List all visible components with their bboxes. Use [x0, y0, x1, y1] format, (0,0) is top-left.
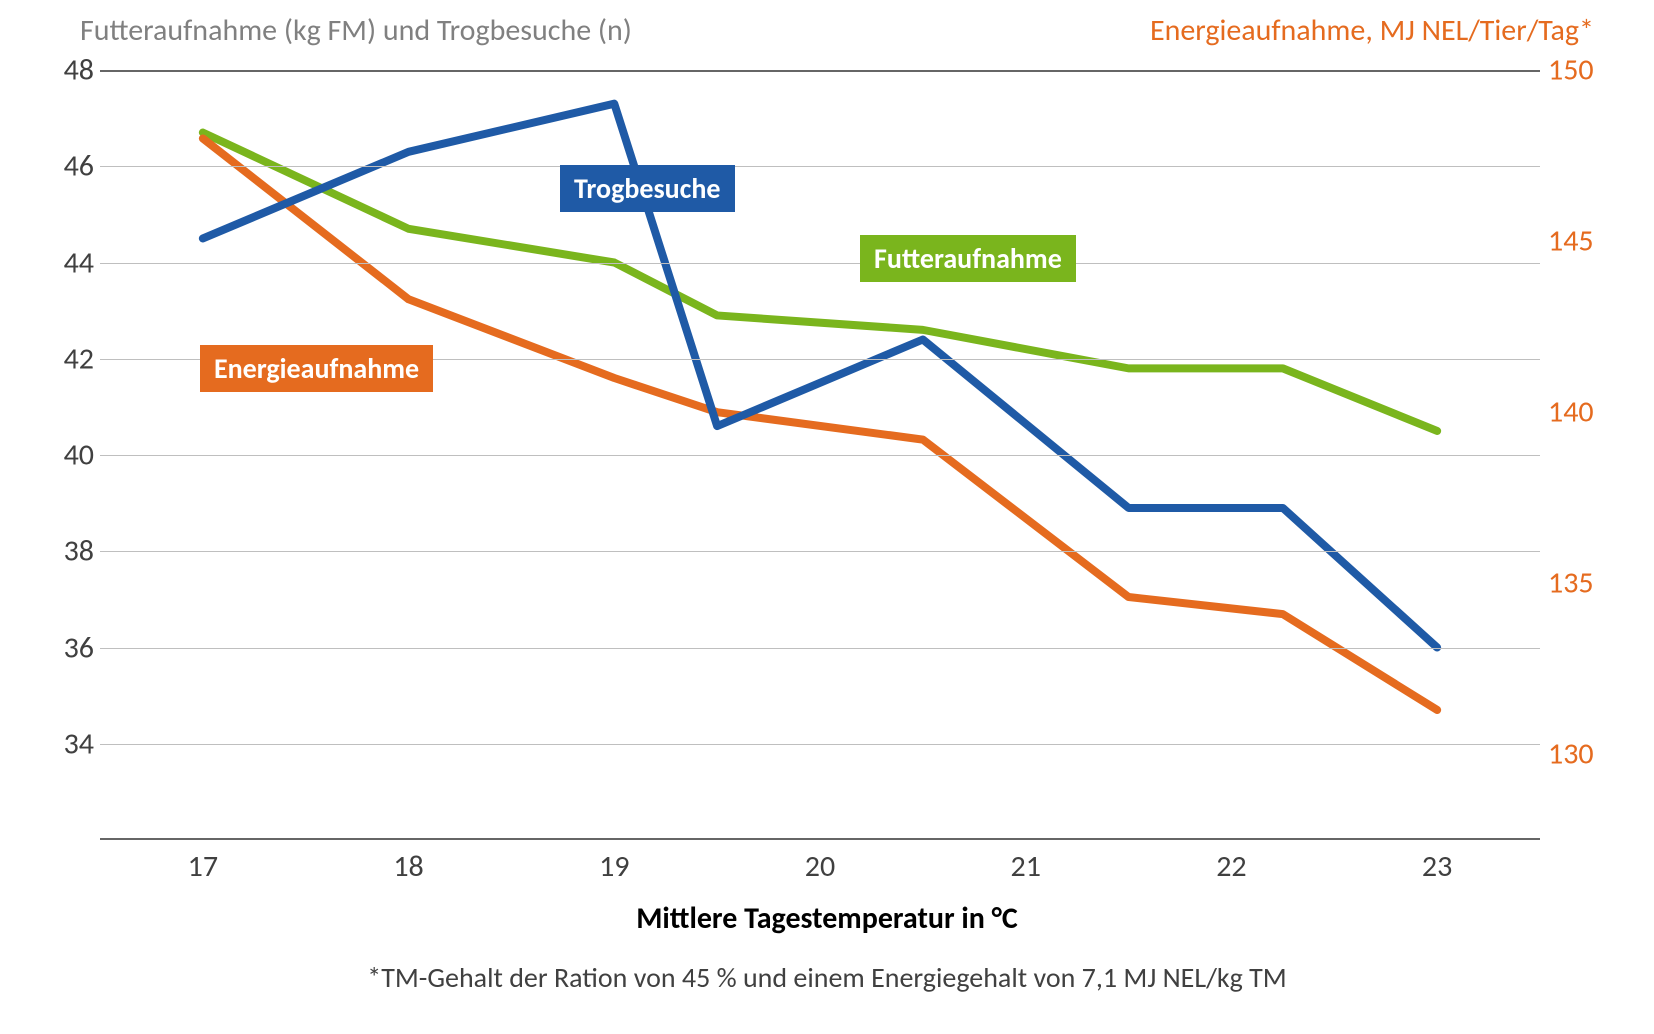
x-tick: 22: [1216, 848, 1246, 885]
y-tick-left: 44: [64, 244, 94, 281]
y-tick-left: 38: [64, 533, 94, 570]
y-tick-left: 36: [64, 629, 94, 666]
series-badge-energieaufnahme: Energieaufnahme: [200, 345, 433, 392]
y-tick-right: 140: [1548, 394, 1594, 431]
grid-line: [100, 455, 1540, 456]
grid-line: [100, 166, 1540, 167]
footnote: *TM-Gehalt der Ration von 45 % und einem…: [0, 960, 1654, 995]
right-axis-title: Energieaufnahme, MJ NEL/Tier/Tag*: [1150, 12, 1594, 49]
x-tick: 23: [1422, 848, 1452, 885]
x-tick: 17: [188, 848, 218, 885]
source-citation: Quelle: nach Mahlkow-Nerge, 2007: [1648, 347, 1654, 719]
grid-line: [100, 648, 1540, 649]
x-tick: 18: [393, 848, 423, 885]
grid-line: [100, 263, 1540, 264]
plot-area: [100, 70, 1540, 840]
y-tick-right: 135: [1548, 565, 1594, 602]
series-badge-trogbesuche: Trogbesuche: [560, 165, 735, 212]
y-tick-right: 150: [1548, 52, 1594, 89]
y-tick-right: 145: [1548, 223, 1594, 260]
x-axis-label: Mittlere Tagestemperatur in °C: [0, 900, 1654, 937]
chart-container: Futteraufnahme (kg FM) und Trogbesuche (…: [0, 0, 1654, 1034]
y-tick-left: 48: [64, 52, 94, 89]
grid-line: [100, 551, 1540, 552]
y-tick-left: 40: [64, 437, 94, 474]
x-tick: 19: [599, 848, 629, 885]
y-tick-right: 130: [1548, 736, 1594, 773]
y-tick-left: 46: [64, 148, 94, 185]
y-tick-left: 42: [64, 340, 94, 377]
x-tick: 21: [1010, 848, 1040, 885]
left-axis-title: Futteraufnahme (kg FM) und Trogbesuche (…: [80, 12, 632, 49]
series-line-energieaufnahme: [203, 138, 1437, 710]
series-badge-futteraufnahme: Futteraufnahme: [860, 235, 1076, 282]
y-tick-left: 34: [64, 725, 94, 762]
x-tick: 20: [805, 848, 835, 885]
grid-line: [100, 744, 1540, 745]
